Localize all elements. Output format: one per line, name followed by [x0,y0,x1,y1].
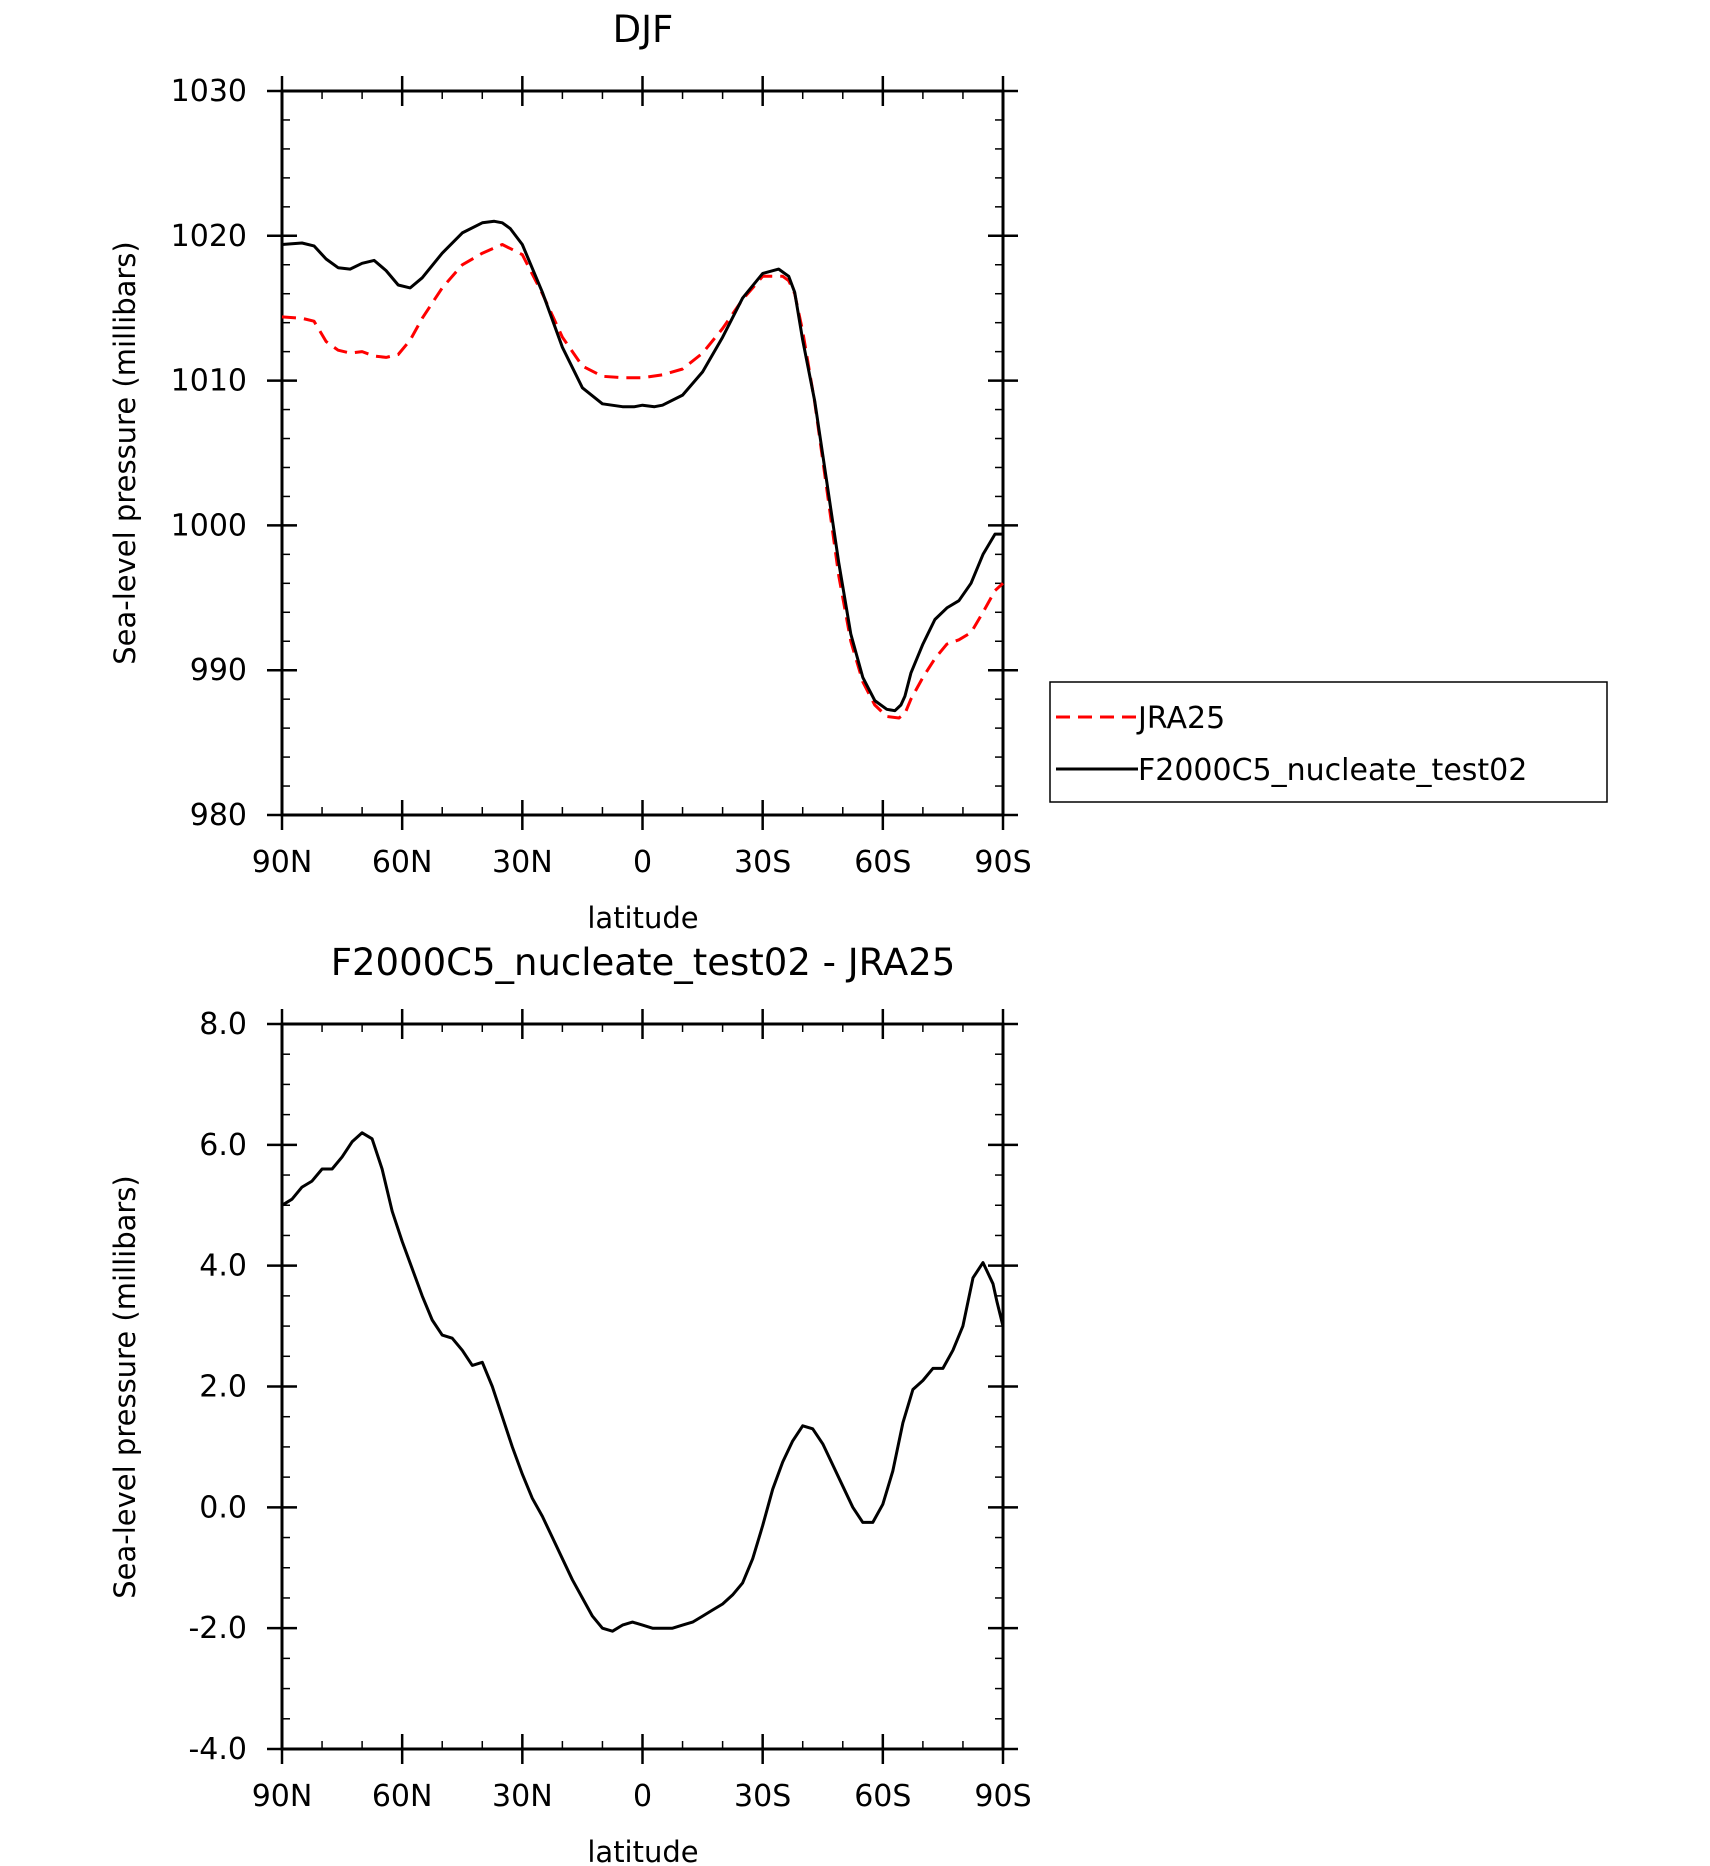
difference-y-tick-label: -4.0 [188,1732,247,1767]
difference-x-tick-label: 60S [854,1779,911,1814]
legend-box [1049,681,1608,803]
djf-x-tick-labels: 90N 60N 30N 0 30S 60S 90S [252,845,1032,880]
difference-y-tick-labels: -4.0 -2.0 0.0 2.0 4.0 6.0 8.0 [188,1007,247,1767]
difference-series-line [281,1131,1005,1633]
djf-ticks [267,76,1018,830]
f2000c5-nucleate-test02-series-line [281,219,1003,713]
jra25-series-line [281,243,1005,720]
djf-title: DJF [613,8,674,51]
djf-x-tick-label: 60N [372,845,433,880]
difference-plot-frame [280,1022,1005,1751]
djf-x-tick-label: 30S [734,845,791,880]
legend: JRA25 F2000C5_nucleate_test02 [1049,681,1608,803]
djf-x-tick-label: 0 [633,845,652,880]
djf-x-tick-label: 90S [974,845,1031,880]
difference-y-tick-label: 2.0 [199,1370,247,1405]
djf-plot-frame [280,89,1005,817]
djf-y-tick-label: 980 [190,798,247,833]
djf-series [281,219,1005,720]
djf-x-tick-label: 90N [252,845,313,880]
djf-y-tick-label: 990 [190,653,247,688]
djf-panel: DJF 980 990 1000 1010 1020 1030 90N 60N 30N 0 30S… [108,8,1608,935]
djf-y-axis-label: Sea-level pressure (millibars) [108,241,142,664]
difference-x-tick-label: 30N [492,1779,553,1814]
djf-x-axis-label: latitude [587,901,698,935]
difference-y-tick-label: -2.0 [188,1611,247,1646]
djf-y-tick-label: 1000 [171,508,247,543]
difference-x-tick-label: 30S [734,1779,791,1814]
difference-y-tick-label: 6.0 [199,1128,247,1163]
djf-y-tick-labels: 980 990 1000 1010 1020 1030 [171,74,247,833]
difference-x-axis-label: latitude [587,1835,698,1866]
difference-panel: F2000C5_nucleate_test02 - JRA25 -4.0 -2.0… [108,941,1032,1866]
difference-y-tick-label: 8.0 [199,1007,247,1042]
djf-y-tick-label: 1020 [171,219,247,254]
difference-y-axis-label: Sea-level pressure (millibars) [108,1175,142,1598]
difference-x-tick-label: 90S [974,1779,1031,1814]
legend-label-model: F2000C5_nucleate_test02 [1138,753,1527,788]
difference-x-tick-label: 60N [372,1779,433,1814]
difference-y-tick-label: 4.0 [199,1249,247,1284]
difference-x-tick-label: 90N [252,1779,313,1814]
difference-x-tick-labels: 90N 60N 30N 0 30S 60S 90S [252,1779,1032,1814]
djf-x-tick-label: 30N [492,845,553,880]
difference-title: F2000C5_nucleate_test02 - JRA25 [331,941,956,984]
difference-ticks [267,1009,1018,1764]
legend-label-jra25: JRA25 [1136,701,1225,736]
djf-y-tick-label: 1010 [171,364,247,399]
difference-y-tick-label: 0.0 [199,1490,247,1525]
djf-x-tick-label: 60S [854,845,911,880]
difference-x-tick-label: 0 [633,1779,652,1814]
djf-y-tick-label: 1030 [171,74,247,109]
difference-series [281,1131,1005,1633]
